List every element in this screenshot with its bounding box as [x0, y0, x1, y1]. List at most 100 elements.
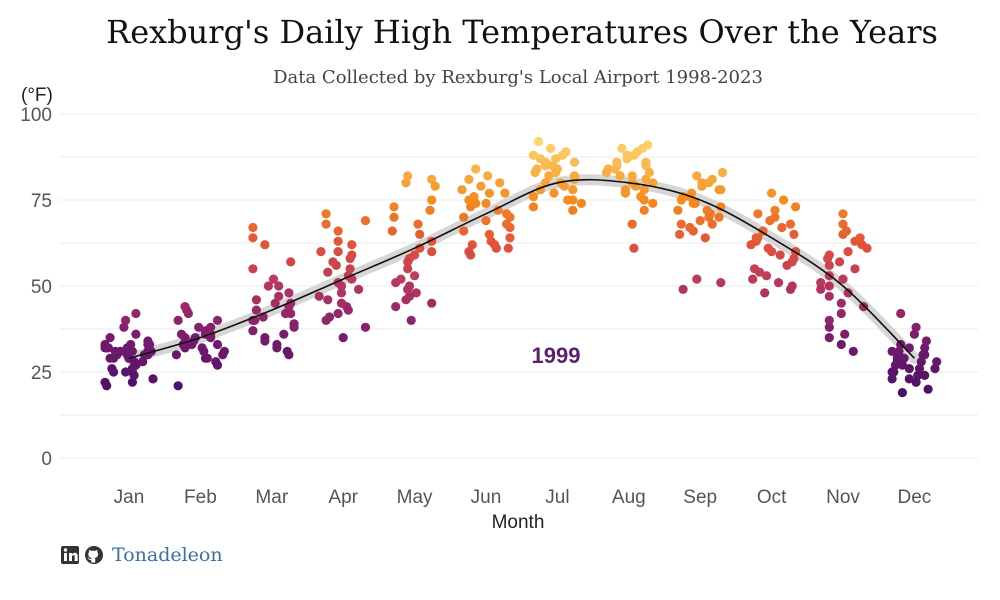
- data-point: [894, 346, 904, 356]
- data-point: [916, 357, 926, 367]
- x-tick-label: Feb: [184, 487, 217, 508]
- data-point: [850, 264, 860, 274]
- data-point: [328, 257, 338, 267]
- data-point: [145, 339, 155, 350]
- github-icon[interactable]: [84, 545, 104, 565]
- x-tick-label: Jul: [545, 487, 569, 508]
- data-point: [403, 264, 413, 274]
- data-point: [284, 288, 294, 298]
- linkedin-icon[interactable]: [60, 545, 80, 565]
- data-point: [333, 308, 343, 319]
- data-point: [787, 281, 797, 291]
- data-point: [789, 229, 799, 239]
- data-point: [206, 322, 216, 332]
- data-point: [199, 346, 209, 356]
- data-point: [545, 143, 556, 153]
- data-point: [887, 367, 897, 377]
- data-point: [920, 343, 930, 353]
- data-point: [896, 308, 906, 319]
- data-point: [717, 167, 728, 178]
- data-point: [464, 195, 474, 205]
- data-point: [904, 374, 914, 384]
- data-point: [911, 377, 921, 387]
- data-point: [336, 298, 347, 308]
- data-point: [816, 278, 826, 288]
- data-point: [904, 343, 914, 353]
- data-point: [415, 243, 425, 253]
- y-tick-label: 50: [31, 277, 52, 298]
- x-tick-label: Apr: [328, 487, 358, 508]
- data-point: [547, 161, 557, 171]
- data-point: [629, 243, 639, 253]
- year-annotation: 1999: [532, 343, 581, 368]
- data-point: [105, 333, 115, 343]
- data-point: [323, 267, 333, 277]
- x-tick-label: Dec: [898, 487, 932, 508]
- data-point: [673, 205, 683, 215]
- data-point: [467, 240, 477, 250]
- data-point: [773, 278, 784, 288]
- data-point: [284, 350, 294, 360]
- data-point: [911, 322, 921, 332]
- data-point: [697, 178, 707, 188]
- data-point: [770, 212, 780, 222]
- data-point: [824, 281, 834, 291]
- x-axis-title: Month: [492, 512, 545, 533]
- data-point: [183, 308, 193, 319]
- data-point: [459, 226, 469, 236]
- data-point: [411, 288, 421, 298]
- data-point: [274, 291, 284, 301]
- data-point: [816, 284, 826, 294]
- data-point: [675, 229, 685, 239]
- trend-line-path: [128, 178, 915, 359]
- data-point: [218, 350, 228, 360]
- data-point: [280, 308, 291, 319]
- data-point: [921, 336, 932, 346]
- data-point: [415, 229, 425, 239]
- data-point: [131, 329, 141, 339]
- data-point: [700, 233, 710, 243]
- data-point: [336, 288, 347, 298]
- data-point: [688, 198, 698, 208]
- data-point: [824, 333, 834, 343]
- data-point: [639, 205, 649, 215]
- data-point: [272, 343, 282, 353]
- data-point: [127, 377, 137, 387]
- data-point: [568, 185, 578, 195]
- data-point: [495, 178, 505, 188]
- data-point: [121, 315, 131, 325]
- data-point: [707, 219, 717, 229]
- data-point: [746, 240, 756, 250]
- data-point: [639, 185, 649, 195]
- author-link[interactable]: Tonadeleon: [112, 544, 223, 566]
- data-point: [503, 243, 513, 253]
- data-point: [109, 367, 119, 377]
- data-point: [187, 339, 197, 350]
- data-point: [410, 250, 420, 260]
- data-point: [248, 264, 258, 274]
- data-point: [176, 329, 187, 339]
- data-point: [403, 284, 413, 294]
- footer: Tonadeleon: [60, 543, 223, 567]
- x-tick-label: Mar: [255, 487, 288, 508]
- data-point: [785, 219, 796, 229]
- data-point: [505, 233, 515, 243]
- chart-title: Rexburg's Daily High Temperatures Over t…: [106, 13, 938, 51]
- data-point: [561, 147, 571, 157]
- data-point: [413, 219, 423, 229]
- data-point: [782, 260, 792, 270]
- x-tick-label: Jan: [114, 487, 145, 508]
- data-point: [131, 360, 141, 370]
- data-point: [714, 185, 724, 195]
- data-point: [471, 198, 481, 208]
- data-point: [648, 198, 658, 208]
- data-point: [823, 253, 833, 264]
- data-point: [748, 274, 758, 284]
- trend-line: [128, 178, 915, 359]
- data-point: [568, 205, 578, 215]
- data-point: [212, 360, 223, 370]
- data-point: [559, 181, 569, 191]
- data-point: [760, 288, 770, 298]
- data-point: [836, 339, 846, 350]
- data-point: [569, 171, 580, 181]
